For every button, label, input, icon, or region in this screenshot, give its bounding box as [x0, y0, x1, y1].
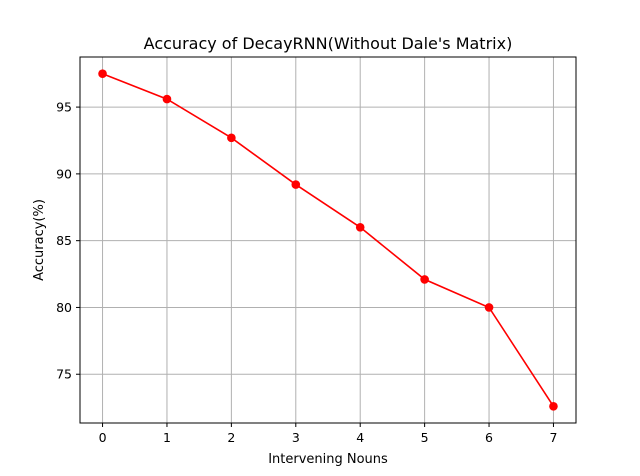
x-tick-label: 3 [292, 430, 300, 445]
data-point [162, 94, 172, 104]
y-tick-label: 75 [56, 367, 72, 382]
data-point [291, 180, 301, 189]
x-tick-label: 1 [163, 430, 171, 445]
series-line [102, 72, 555, 407]
y-tick-label: 95 [56, 100, 72, 115]
data-point [355, 223, 365, 232]
data-point [549, 402, 558, 411]
chart-title: Accuracy of DecayRNN(Without Dale's Matr… [144, 34, 513, 53]
x-tick-label: 4 [356, 430, 364, 445]
x-axis-label: Intervening Nouns [268, 452, 388, 467]
y-tick-label: 85 [56, 233, 72, 248]
y-axis-label: Accuracy(%) [32, 199, 47, 281]
data-point [420, 275, 429, 284]
x-tick-label: 6 [485, 430, 493, 445]
data-point [484, 303, 494, 312]
data-point [227, 133, 236, 143]
x-tick-label: 7 [549, 430, 557, 445]
x-tick-label: 5 [421, 430, 429, 445]
data-point [98, 69, 107, 78]
x-axis: 0 1 2 3 4 5 6 7 [99, 423, 557, 445]
series-layer [98, 69, 558, 411]
plot-frame [79, 56, 577, 424]
x-tick-label: 2 [227, 430, 235, 445]
y-tick-label: 80 [56, 300, 72, 315]
x-tick-label: 0 [99, 430, 107, 445]
y-axis: 75 80 85 90 95 [56, 100, 80, 382]
grid [80, 57, 576, 423]
y-tick-label: 90 [56, 166, 72, 181]
